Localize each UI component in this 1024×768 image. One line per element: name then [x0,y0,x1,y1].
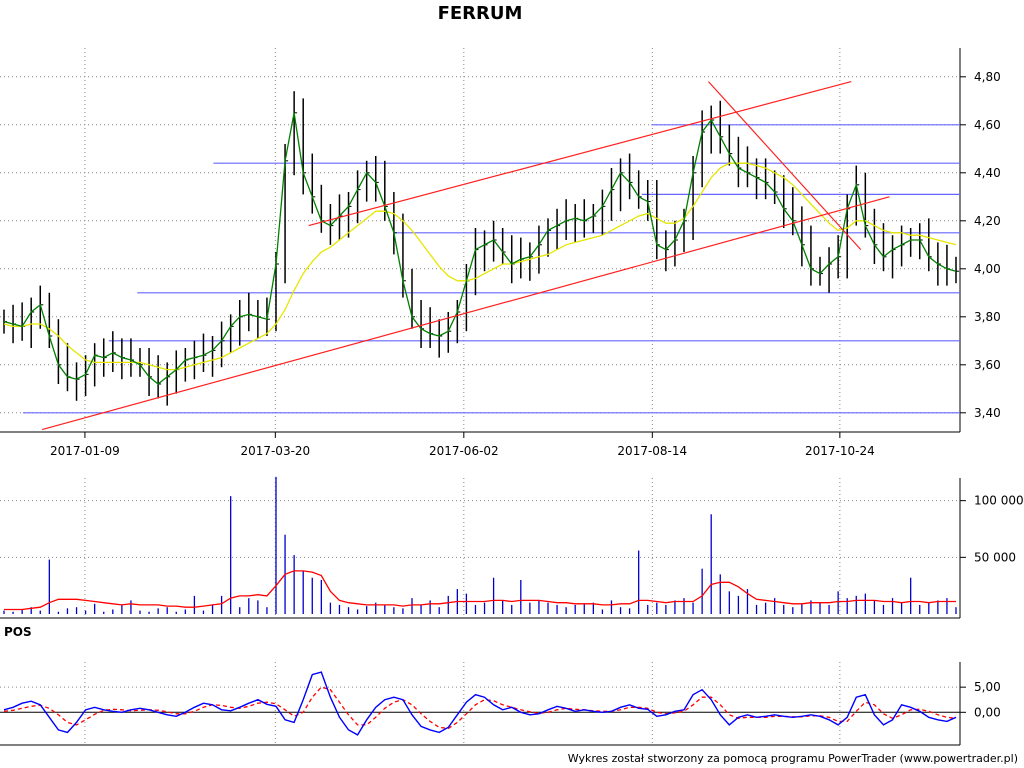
price-y-tick-label: 3,60 [974,358,1001,372]
pos-label: POS [4,625,32,639]
price-y-tick-label: 4,40 [974,166,1001,180]
long-moving-average-line [3,162,957,371]
volume-bars [3,476,957,614]
volume-average-line [4,570,956,611]
volume-grid [0,478,960,618]
trend-line [41,196,890,431]
price-x-tick-label: 2017-03-20 [240,444,310,458]
volume-y-tick-label: 50 000 [974,550,1016,564]
price-y-tick-label: 4,00 [974,262,1001,276]
footer-credit: Wykres został stworzony za pomocą progra… [568,752,1018,765]
price-y-tick-label: 3,40 [974,406,1001,420]
support-resistance-lines [23,124,960,414]
trend-line [308,81,852,227]
price-grid [0,48,960,432]
pos-lines [3,671,957,736]
pos-y-tick-label: 5,00 [974,680,1001,694]
moving-averages [3,112,957,385]
volume-average [4,570,956,611]
price-y-ticks: 3,40 3,60 3,80 4,00 4,20 4,40 4,60 4,80 [960,70,1001,420]
price-bars [3,91,959,406]
volume-y-tick-label: 100 000 [974,494,1024,508]
price-y-tick-label: 4,60 [974,118,1001,132]
pos-y-ticks: 0,00 5,00 [960,680,1001,719]
pos-y-tick-label: 0,00 [974,705,1001,719]
pos-signal-line [3,686,957,730]
price-panel: 3,40 3,60 3,80 4,00 4,20 4,40 4,60 4,80 2017-01… [0,48,1001,458]
pos-grid [0,662,960,745]
price-x-tick-label: 2017-01-09 [50,444,120,458]
trend-lines [41,81,890,431]
price-x-tick-label: 2017-08-14 [617,444,687,458]
volume-y-ticks: 50 000 100 000 [960,494,1024,564]
price-y-tick-label: 4,20 [974,214,1001,228]
price-x-tick-label: 2017-06-02 [429,444,499,458]
volume-panel: 50 000 100 000 [0,476,1024,619]
price-y-tick-label: 4,80 [974,70,1001,84]
price-y-tick-label: 3,80 [974,310,1001,324]
trend-line [708,81,862,251]
price-x-ticks: 2017-01-09 2017-03-20 2017-06-02 2017-08-14… [50,432,875,458]
price-x-tick-label: 2017-10-24 [805,444,875,458]
pos-panel: POS 0,00 5,00 [0,625,1001,746]
pos-line [3,671,957,736]
short-moving-average-line [3,112,957,385]
chart-title: FERRUM [438,3,523,24]
